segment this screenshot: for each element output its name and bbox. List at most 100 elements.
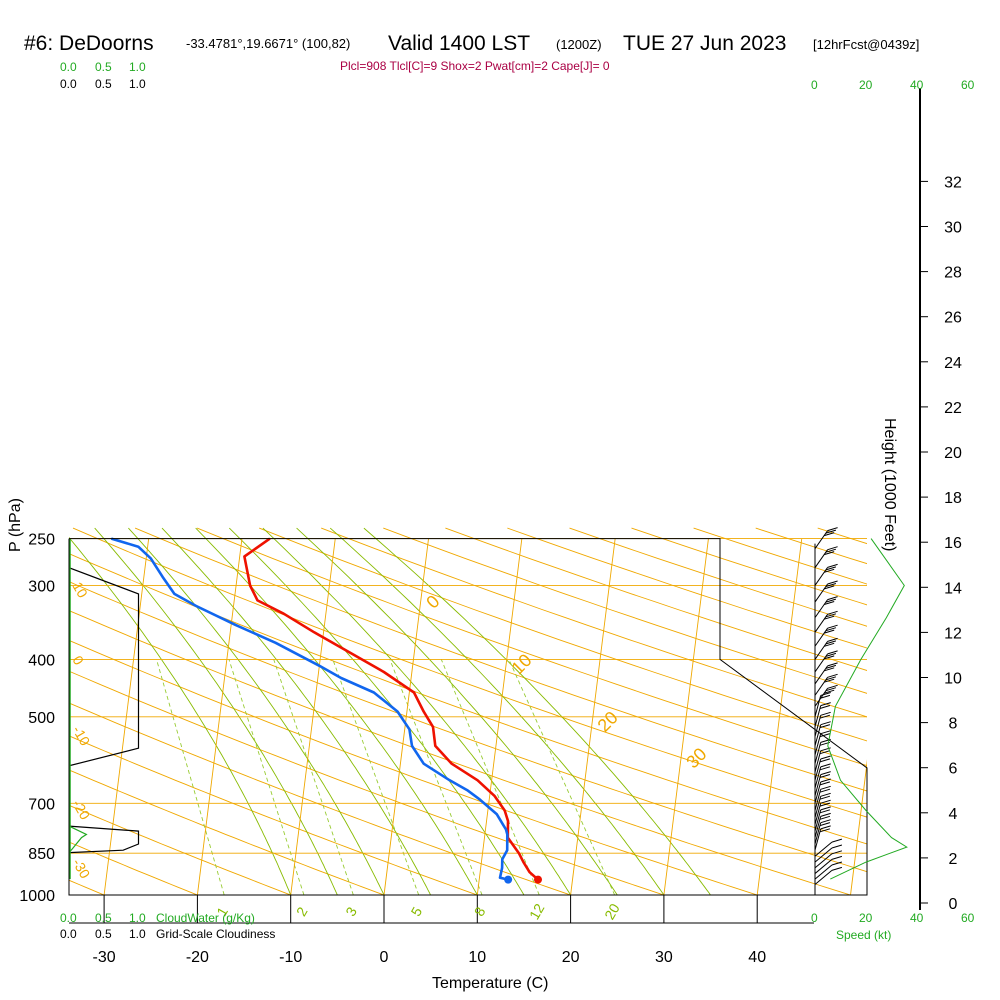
wind-barb-feather-420-2 bbox=[824, 655, 835, 660]
wind-barb-300 bbox=[814, 567, 829, 586]
height-tick-label-24: 24 bbox=[944, 355, 962, 372]
wind-barb-feather-320-1 bbox=[825, 583, 837, 587]
wind-barb-feather-380-1 bbox=[825, 627, 837, 632]
wind-barb-feather-720-0 bbox=[820, 785, 831, 790]
wind-barb-feather-360-0 bbox=[827, 610, 838, 615]
cloud-scale-top2-0: 0.0 bbox=[60, 77, 77, 91]
wind-barb-feather-540-1 bbox=[819, 714, 831, 719]
wind-barb-feather-380-0 bbox=[827, 624, 838, 629]
wind-barb-feather-760-1 bbox=[819, 802, 831, 807]
wind-barb-feather-700-0 bbox=[820, 778, 831, 783]
utc-time: (1200Z) bbox=[556, 37, 602, 52]
wind-barb-feather-480-0 bbox=[827, 684, 838, 689]
wind-barb-feather-820-0 bbox=[820, 819, 831, 824]
wind-barb-feather-380-2 bbox=[824, 629, 835, 634]
wind-barb-feather-280-1 bbox=[825, 548, 837, 553]
wind-barb-580 bbox=[814, 733, 822, 756]
wind-barb-460 bbox=[814, 677, 829, 696]
wind-barb-feather-840-1 bbox=[819, 828, 831, 833]
wind-barb-600 bbox=[814, 742, 822, 764]
mixing-ratio-label-3: 5 bbox=[407, 904, 425, 919]
speed-tick-top-20: 20 bbox=[859, 78, 873, 92]
forecast-hour: [12hrFcst@0439z] bbox=[813, 37, 919, 52]
wind-barb-feather-360-2 bbox=[824, 615, 835, 620]
moist-adiabat-15 bbox=[228, 527, 525, 895]
height-tick-label-10: 10 bbox=[944, 671, 962, 688]
wind-barb-feather-580-0 bbox=[820, 730, 831, 735]
wind-barb-feather-480-2 bbox=[824, 689, 835, 694]
wind-barb-800 bbox=[814, 816, 822, 838]
wind-barb-feather-260-0 bbox=[827, 527, 838, 532]
height-tick-label-32: 32 bbox=[944, 174, 962, 191]
wind-barb-620 bbox=[814, 750, 822, 773]
wind-barb-feather-680-0 bbox=[820, 771, 831, 776]
dewpoint-line bbox=[110, 537, 509, 881]
wind-barb-feather-820-1 bbox=[819, 822, 831, 827]
dry-adiabat-130 bbox=[383, 527, 867, 694]
wind-barb-280 bbox=[814, 549, 829, 569]
moist-adiabat-5 bbox=[161, 527, 432, 895]
wind-barb-680 bbox=[814, 774, 822, 796]
wind-barb-feather-520-0 bbox=[820, 702, 831, 707]
mixing-ratio-label-6: 20 bbox=[601, 901, 623, 923]
cloud-scale-bottom-1: 0.5 bbox=[95, 911, 112, 925]
moist-adiabat--10 bbox=[69, 536, 292, 895]
wind-barb-880 bbox=[814, 847, 833, 863]
height-tick-label-14: 14 bbox=[944, 580, 962, 597]
dry-adiabat-110 bbox=[259, 527, 867, 742]
station-coords: -33.4781°,19.6671° (100,82) bbox=[186, 36, 350, 51]
dry-adiabat-40 bbox=[69, 639, 759, 895]
wind-barb-feather-400-1 bbox=[825, 640, 837, 645]
forecast-date: TUE 27 Jun 2023 bbox=[623, 32, 786, 55]
isotherm-50 bbox=[850, 759, 867, 895]
indices-line: Plcl=908 Tlcl[C]=9 Shox=2 Pwat[cm]=2 Cap… bbox=[340, 59, 610, 73]
pressure-tick-label-250: 250 bbox=[28, 532, 55, 549]
cloud-scale-top2-2: 1.0 bbox=[129, 77, 146, 91]
x-tick-label-2: -10 bbox=[279, 949, 302, 966]
wind-barb-feather-960-0 bbox=[831, 866, 843, 871]
temperature-surface-point bbox=[533, 875, 542, 884]
wind-barb-feather-860-0 bbox=[831, 838, 843, 843]
wind-barb-780 bbox=[814, 809, 822, 832]
speed-tick-bottom-60: 60 bbox=[961, 911, 975, 925]
wind-barb-feather-660-0 bbox=[820, 763, 831, 768]
wind-barb-900 bbox=[814, 853, 833, 869]
wind-barb-feather-340-1 bbox=[825, 598, 837, 603]
mixing-ratio-label-1: 2 bbox=[293, 904, 311, 919]
wind-barb-feather-300-1 bbox=[825, 566, 837, 571]
wind-barb-feather-420-1 bbox=[825, 652, 837, 657]
wind-barb-860 bbox=[814, 841, 833, 857]
wind-barb-feather-300-0 bbox=[827, 563, 838, 568]
isotherm-label-3: 30 bbox=[682, 744, 710, 772]
wind-barb-feather-440-0 bbox=[827, 662, 838, 667]
moist-adiabat-0 bbox=[128, 527, 385, 895]
wind-barb-feather-260-1 bbox=[825, 529, 837, 534]
wind-barb-340 bbox=[814, 599, 829, 618]
mixing-ratio-label-5: 12 bbox=[526, 901, 548, 923]
wind-barb-feather-560-1 bbox=[819, 724, 831, 729]
wind-barb-feather-720-1 bbox=[819, 788, 831, 793]
cloud-scale-top-2: 1.0 bbox=[129, 60, 146, 74]
moist-adiabat-35 bbox=[363, 527, 712, 895]
cloudiness-upper-profile bbox=[69, 567, 140, 773]
wind-barb-feather-460-0 bbox=[827, 673, 838, 678]
wind-barb-720 bbox=[814, 789, 822, 811]
wind-barb-feather-540-0 bbox=[820, 711, 831, 716]
height-tick-label-2: 2 bbox=[949, 851, 958, 868]
temperature-line bbox=[243, 537, 539, 881]
dry-adiabat-120 bbox=[321, 527, 867, 718]
wind-barb-feather-300-2 bbox=[824, 568, 835, 573]
wind-barb-feather-740-0 bbox=[820, 792, 831, 797]
moist-adiabat-10 bbox=[195, 527, 478, 895]
wind-barb-500 bbox=[814, 695, 822, 717]
dry-adiabat-60 bbox=[69, 581, 867, 873]
wind-barb-feather-760-0 bbox=[820, 799, 831, 804]
dry-adiabat-150 bbox=[507, 527, 867, 649]
station-title: #6: DeDoorns bbox=[24, 32, 154, 55]
pressure-tick-label-850: 850 bbox=[28, 846, 55, 863]
pressure-tick-label-400: 400 bbox=[28, 652, 55, 669]
wind-barb-feather-340-2 bbox=[824, 601, 835, 605]
dry-adiabat-10 bbox=[69, 735, 479, 895]
pressure-tick-label-300: 300 bbox=[28, 578, 55, 595]
wind-barb-feather-400-2 bbox=[824, 642, 835, 647]
